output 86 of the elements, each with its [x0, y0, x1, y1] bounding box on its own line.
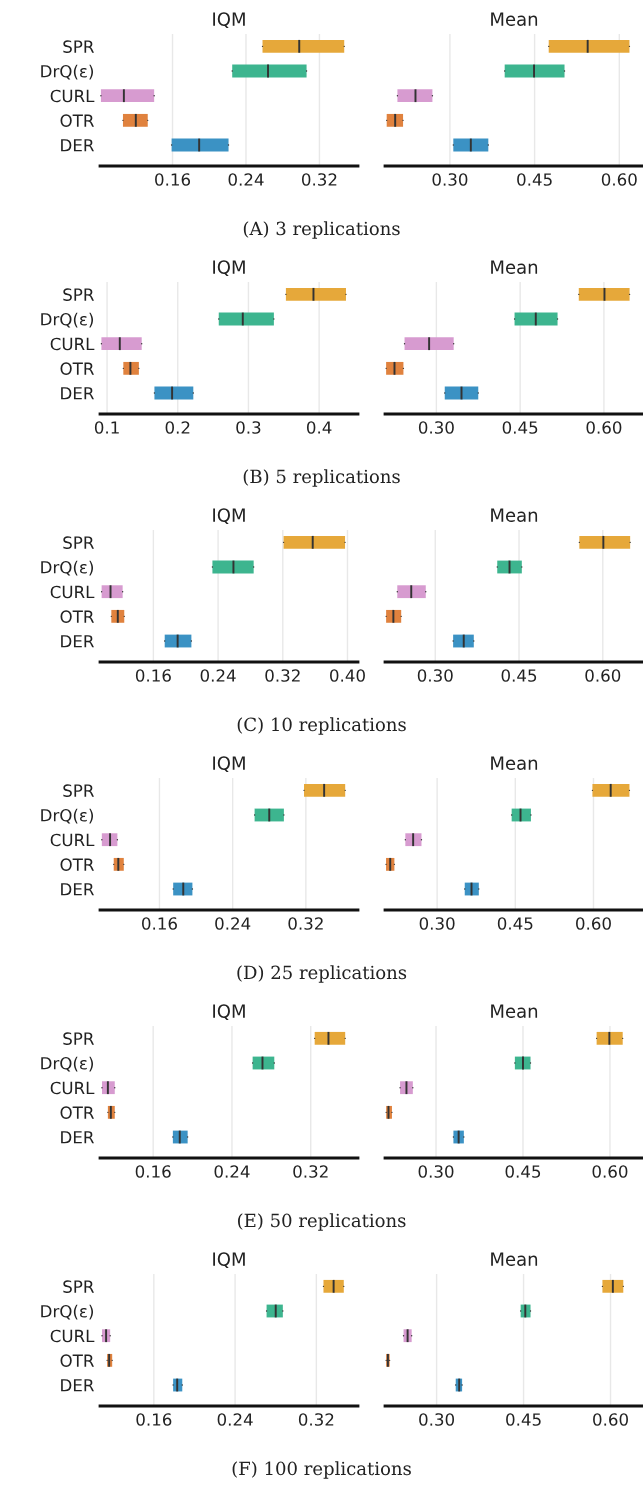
y-tick-label: DER [61, 1379, 94, 1392]
y-tick-label: DER [61, 883, 94, 896]
y-tick-label: DER [61, 387, 94, 400]
x-tick-label: 0.30 [419, 917, 455, 930]
y-tick-label: SPR [63, 1280, 94, 1293]
x-tick-label: 0.30 [418, 421, 454, 434]
x-tick-label: 0.24 [215, 917, 251, 930]
chart-title: IQM [213, 260, 245, 276]
y-tick-label: DrQ(ε) [41, 64, 94, 80]
x-tick-label: 0.16 [155, 173, 191, 186]
text: (F) 100 replications [232, 1461, 411, 1479]
x-tick-label: 0.60 [593, 1413, 628, 1426]
x-tick-label: 0.30 [432, 173, 468, 186]
y-tick-label: OTR [60, 362, 94, 375]
y-tick-label: OTR [60, 1354, 94, 1367]
x-tick-label: 0.3 [236, 421, 261, 434]
text: (E) 50 replications [238, 1213, 406, 1231]
x-tick-label: 0.30 [419, 1413, 455, 1426]
chart-title: IQM [213, 12, 245, 28]
x-tick-label: 0.4 [306, 421, 332, 434]
x-tick-label: 0.45 [497, 917, 533, 930]
chart-title: Mean [491, 1004, 538, 1018]
x-tick-label: 0.1 [94, 421, 119, 434]
chart-title: Mean [491, 260, 538, 274]
x-tick-label: 0.45 [517, 173, 552, 186]
x-tick-label: 0.60 [586, 421, 622, 434]
y-tick-label: DrQ(ε) [41, 808, 94, 824]
chart-title: Mean [491, 508, 538, 522]
x-tick-label: 0.16 [135, 1165, 171, 1178]
x-tick-label: 0.30 [418, 1165, 454, 1178]
y-tick-label: CURL [50, 89, 95, 103]
x-tick-label: 0.24 [214, 1165, 250, 1178]
text: (C) 10 replications [237, 717, 406, 735]
y-tick-label: SPR [63, 784, 94, 797]
y-tick-label: OTR [60, 114, 94, 127]
y-tick-label: DrQ(ε) [41, 1304, 94, 1320]
chart-title: IQM [213, 1004, 245, 1020]
chart-title: Mean [491, 12, 538, 26]
text: (A) 3 replications [243, 221, 400, 239]
y-tick-label: OTR [60, 858, 94, 871]
x-tick-label: 0.40 [330, 669, 365, 682]
y-tick-label: SPR [63, 1032, 94, 1045]
text: (B) 5 replications [243, 469, 400, 487]
x-tick-label: 0.60 [585, 669, 621, 682]
x-tick-label: 0.24 [217, 1413, 253, 1426]
y-tick-label: CURL [50, 1081, 95, 1095]
x-tick-label: 0.16 [136, 1413, 172, 1426]
y-tick-label: DrQ(ε) [41, 1056, 94, 1072]
x-tick-label: 0.60 [592, 1165, 628, 1178]
x-tick-label: 0.32 [265, 669, 300, 682]
x-tick-label: 0.60 [601, 173, 637, 186]
y-tick-label: SPR [63, 536, 94, 549]
x-tick-label: 0.24 [200, 669, 236, 682]
chart-title: IQM [213, 756, 245, 772]
y-tick-label: CURL [50, 585, 95, 599]
x-tick-label: 0.45 [502, 421, 538, 434]
y-tick-label: SPR [63, 40, 94, 53]
y-tick-label: CURL [50, 1329, 95, 1343]
y-tick-label: OTR [60, 1106, 94, 1119]
x-tick-label: 0.45 [501, 669, 537, 682]
y-tick-label: DER [61, 139, 94, 152]
chart-title: IQM [213, 1252, 245, 1268]
x-tick-label: 0.32 [301, 173, 337, 186]
x-tick-label: 0.2 [165, 421, 190, 434]
y-tick-label: DER [61, 635, 94, 648]
x-tick-label: 0.32 [288, 917, 323, 930]
y-tick-label: DER [61, 1131, 94, 1144]
x-tick-label: 0.32 [293, 1165, 328, 1178]
x-tick-label: 0.45 [505, 1165, 541, 1178]
x-tick-label: 0.45 [506, 1413, 541, 1426]
chart-title: IQM [213, 508, 245, 524]
chart-title: Mean [491, 756, 538, 770]
x-tick-label: 0.32 [298, 1413, 334, 1426]
y-tick-label: CURL [50, 337, 95, 351]
x-tick-label: 0.16 [135, 669, 171, 682]
y-tick-label: DrQ(ε) [41, 560, 94, 576]
chart-title: Mean [491, 1252, 538, 1266]
text: (D) 25 replications [237, 965, 407, 983]
y-tick-label: SPR [63, 288, 94, 301]
y-tick-label: DrQ(ε) [41, 312, 94, 328]
x-tick-label: 0.16 [142, 917, 177, 930]
y-tick-label: OTR [60, 610, 94, 623]
y-tick-label: CURL [50, 833, 95, 847]
x-tick-label: 0.24 [228, 173, 264, 186]
x-tick-label: 0.30 [417, 669, 453, 682]
x-tick-label: 0.60 [576, 917, 611, 930]
